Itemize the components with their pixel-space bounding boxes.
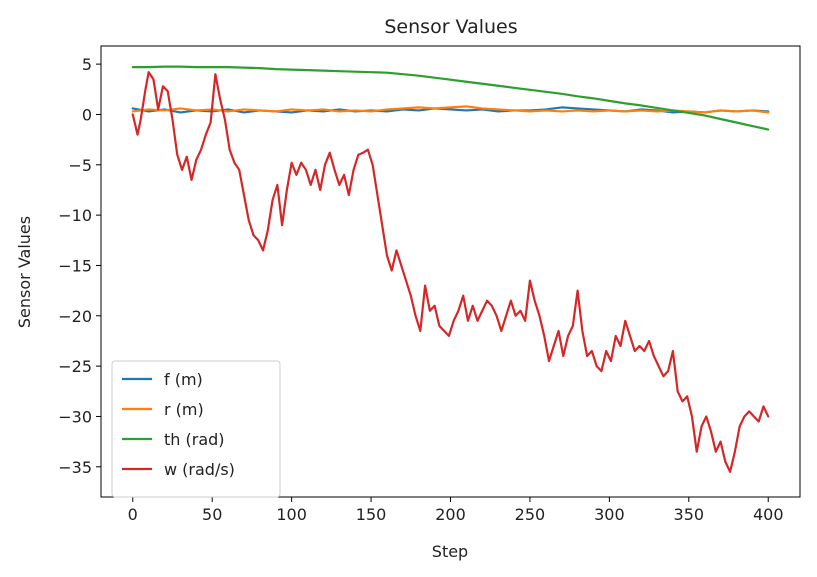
series-line-1 xyxy=(131,105,770,114)
y-axis-label: Sensor Values xyxy=(15,216,34,328)
legend-label: f (m) xyxy=(164,370,203,389)
series-line-3 xyxy=(131,71,770,473)
x-tick-label: 350 xyxy=(674,505,705,524)
plot-lines xyxy=(131,65,770,473)
legend-label: r (m) xyxy=(164,400,204,419)
x-tick-label: 50 xyxy=(202,505,222,524)
x-tick-label: 250 xyxy=(515,505,546,524)
y-tick-label: −20 xyxy=(58,307,92,326)
x-tick-label: 200 xyxy=(435,505,466,524)
legend-label: th (rad) xyxy=(164,430,225,449)
legend-box xyxy=(111,360,281,498)
x-tick-label: 400 xyxy=(753,505,784,524)
y-tick-label: −30 xyxy=(58,407,92,426)
x-tick-label: 300 xyxy=(594,505,625,524)
legend: f (m) r (m) th (rad) w (rad/s) xyxy=(111,360,281,498)
y-axis-ticks: 5 0 −5 −10 −15 −20 −25 −30 −35 xyxy=(58,55,101,477)
x-axis-label: Step xyxy=(432,542,468,561)
y-tick-label: −10 xyxy=(58,206,92,225)
y-tick-label: −5 xyxy=(68,156,92,175)
x-tick-label: 100 xyxy=(276,505,307,524)
legend-label: w (rad/s) xyxy=(164,460,235,479)
x-axis-ticks: 0 50 100 150 200 250 300 350 400 xyxy=(128,497,784,524)
y-tick-label: 0 xyxy=(82,105,92,124)
y-tick-label: −25 xyxy=(58,357,92,376)
chart-title: Sensor Values xyxy=(384,16,517,38)
x-tick-label: 150 xyxy=(356,505,387,524)
series-line-2 xyxy=(131,65,770,131)
y-tick-label: −35 xyxy=(58,458,92,477)
y-tick-label: 5 xyxy=(82,55,92,74)
y-tick-label: −15 xyxy=(58,256,92,275)
x-tick-label: 0 xyxy=(128,505,138,524)
